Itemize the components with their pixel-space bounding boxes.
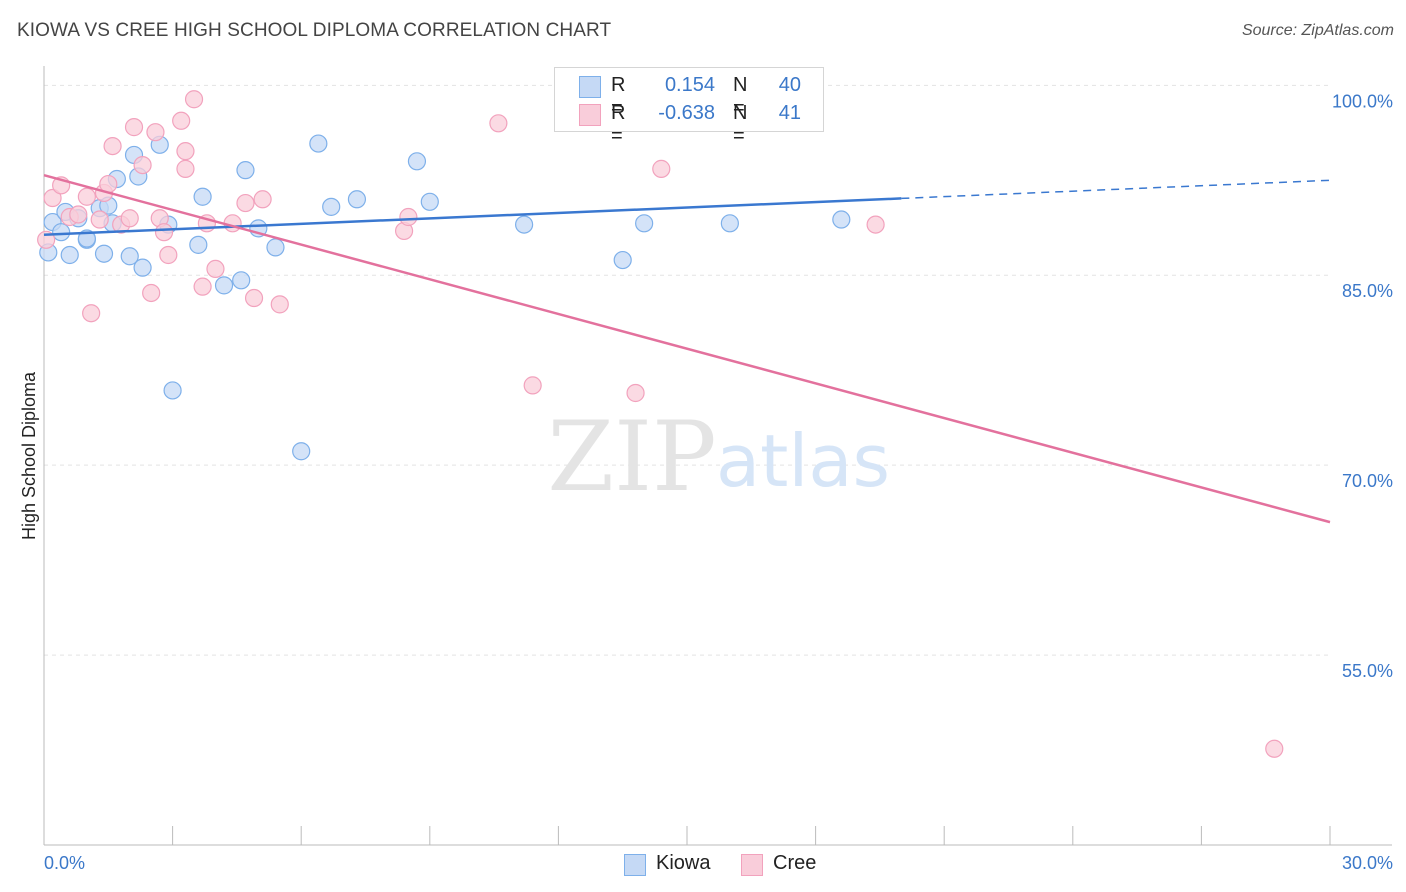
data-point — [515, 215, 534, 234]
data-point — [266, 238, 285, 257]
cree-points — [37, 90, 1284, 758]
data-point — [253, 190, 272, 209]
cree-trendline — [43, 174, 1331, 524]
watermark-zip: ZIP — [547, 401, 716, 513]
kiowa-trendline-extension — [901, 179, 1331, 200]
data-point — [94, 244, 114, 263]
data-point — [523, 376, 542, 395]
data-point — [489, 114, 508, 133]
data-point — [82, 304, 101, 323]
tick-labels: 100.0% 85.0% 70.0% 55.0% 0.0% 30.0% — [44, 91, 1393, 873]
legend-n-value: 41 — [778, 102, 801, 124]
watermark-atlas: atlas — [716, 419, 890, 503]
legend-r-value: -0.638 — [658, 102, 715, 124]
data-point — [189, 235, 208, 254]
data-point — [120, 209, 139, 228]
data-point — [322, 197, 341, 216]
data-point — [832, 210, 851, 229]
y-tick-label: 85.0% — [1342, 281, 1393, 301]
data-point — [613, 250, 632, 270]
data-point — [133, 155, 152, 175]
cree-legend-swatch — [741, 854, 763, 876]
data-point — [866, 215, 885, 234]
data-point — [176, 159, 195, 178]
data-point — [184, 90, 204, 109]
trendlines — [43, 174, 1331, 524]
data-point — [720, 214, 739, 233]
data-point — [146, 123, 165, 142]
chart-title: KIOWA VS CREE HIGH SCHOOL DIPLOMA CORREL… — [17, 20, 612, 41]
data-point — [120, 247, 139, 266]
legend-r-value: 0.154 — [664, 74, 715, 96]
kiowa-legend-label: Kiowa — [656, 852, 711, 874]
data-point — [244, 288, 264, 308]
data-point — [43, 188, 62, 208]
x-tick-label: 0.0% — [44, 853, 85, 873]
source-credit: Source: ZipAtlas.com — [1241, 22, 1394, 39]
data-point — [90, 210, 109, 229]
data-point — [236, 161, 255, 180]
data-point — [236, 193, 255, 213]
data-point — [77, 187, 96, 206]
data-point — [206, 259, 225, 279]
cree-swatch — [579, 104, 601, 126]
data-point — [142, 283, 161, 303]
data-point — [1265, 739, 1284, 758]
data-point — [270, 295, 289, 314]
watermark: ZIP atlas — [547, 401, 890, 513]
data-point — [232, 271, 251, 290]
legend-n-label: N = — [733, 74, 748, 119]
kiowa-trendline — [43, 197, 902, 236]
data-point — [407, 152, 427, 171]
legend: R = 0.154 N = 40 R = -0.638 N = 41 — [554, 67, 824, 147]
y-tick-label: 100.0% — [1332, 91, 1393, 111]
data-point — [193, 187, 212, 206]
data-point — [420, 192, 439, 211]
data-point — [124, 118, 144, 137]
data-point — [60, 245, 79, 265]
data-point — [52, 223, 71, 242]
kiowa-legend-swatch — [624, 854, 646, 876]
y-tick-label: 55.0% — [1342, 661, 1393, 681]
data-point — [163, 381, 182, 400]
data-point — [626, 383, 645, 403]
data-point — [214, 276, 234, 295]
data-point — [176, 142, 195, 161]
legend-n-label: N = — [733, 102, 748, 147]
data-point — [103, 136, 122, 156]
legend-n-value: 40 — [778, 74, 801, 96]
data-point — [292, 442, 311, 461]
data-point — [635, 214, 654, 233]
data-point — [193, 277, 212, 296]
data-point — [69, 205, 88, 224]
legend-r-label: R = — [611, 74, 626, 119]
data-point — [399, 207, 418, 227]
data-point — [172, 111, 191, 130]
data-point — [133, 258, 152, 277]
x-tick-label: 30.0% — [1342, 853, 1393, 873]
legend-r-label: R = — [611, 102, 626, 147]
data-point — [347, 190, 367, 209]
kiowa-swatch — [579, 76, 601, 98]
y-axis-title: High School Diploma — [19, 371, 39, 540]
data-point — [154, 223, 174, 242]
y-tick-label: 70.0% — [1342, 471, 1393, 491]
cree-legend-label: Cree — [773, 852, 817, 874]
data-point — [309, 134, 328, 153]
data-point — [652, 159, 671, 178]
data-point — [159, 245, 178, 265]
